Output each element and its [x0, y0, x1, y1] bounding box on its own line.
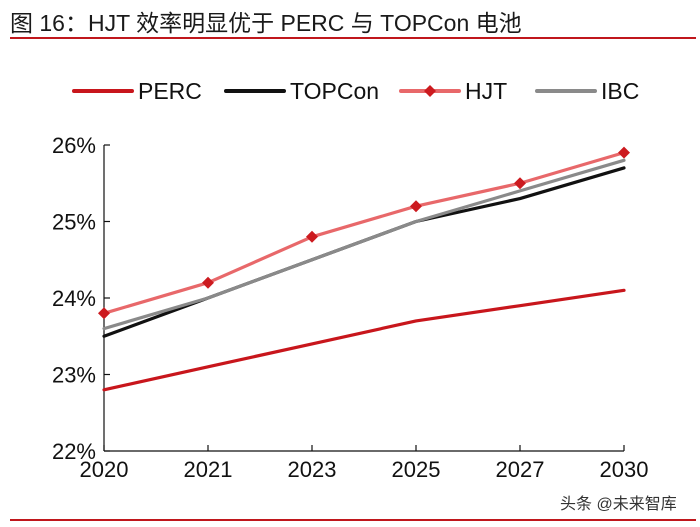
- legend-label-perc: PERC: [138, 78, 202, 104]
- series-line-perc: [102, 288, 626, 392]
- x-tick-label: 2021: [184, 457, 233, 482]
- hjt-point: [410, 200, 422, 213]
- hjt-point: [98, 307, 110, 320]
- y-tick-label: 23%: [52, 363, 96, 388]
- x-tick-label: 2027: [496, 457, 545, 482]
- hjt-point: [514, 177, 526, 190]
- series-lines: [102, 151, 626, 392]
- y-tick-label: 24%: [52, 286, 96, 311]
- hjt-point: [202, 276, 214, 289]
- series-markers: [98, 146, 630, 320]
- x-tick-label: 2023: [288, 457, 337, 482]
- y-tick-label: 25%: [52, 210, 96, 235]
- chart-title: 图 16：HJT 效率明显优于 PERC 与 TOPCon 电池: [10, 10, 522, 36]
- title-underline: [10, 37, 696, 39]
- legend-label-topcon: TOPCon: [290, 78, 379, 104]
- series-line-topcon: [102, 166, 626, 338]
- series-line-ibc: [102, 158, 626, 331]
- legend: PERC TOPCon HJT IBC: [72, 78, 639, 104]
- legend-label-ibc: IBC: [601, 78, 639, 104]
- legend-label-hjt: HJT: [465, 78, 507, 104]
- watermark: 头条 @未来智库: [556, 490, 681, 514]
- y-tick-label: 26%: [52, 133, 96, 158]
- x-tick-label: 2030: [600, 457, 649, 482]
- x-tick-label: 2020: [80, 457, 129, 482]
- axes: 22% 23% 24% 25% 26% 2020 2021 2023 2025 2027 2030: [52, 133, 649, 482]
- footer-rule: [10, 519, 696, 521]
- x-tick-label: 2025: [392, 457, 441, 482]
- legend-marker-hjt: [424, 85, 436, 97]
- hjt-point: [618, 146, 630, 159]
- y-tick-label: 22%: [52, 439, 96, 464]
- hjt-point: [306, 230, 318, 243]
- series-line-hjt: [102, 151, 626, 315]
